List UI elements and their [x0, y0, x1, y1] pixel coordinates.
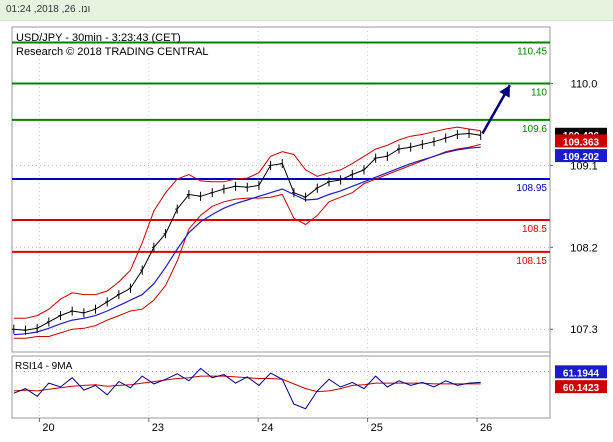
bollinger-lower-line: [13, 143, 481, 339]
bollinger-upper-line: [13, 126, 481, 319]
level-label: 109.6: [522, 124, 547, 135]
level-layer: 110.45 110 109.6 108.95 108.5 108.15: [12, 41, 550, 267]
price-y-tick-label: 110.0: [571, 78, 598, 90]
price-badge: [555, 149, 607, 163]
rsi-badge: [555, 365, 607, 379]
rsi-line: [13, 367, 481, 410]
level-label: 108.5: [522, 224, 547, 235]
price-badge-label: 109.363: [563, 137, 600, 148]
chart-subtitle: Research © 2018 TRADING CENTRAL: [16, 46, 209, 58]
x-tick-label: 23: [152, 422, 164, 434]
moving-average-line: [13, 146, 481, 336]
date-time-text: ונו. 26, 2018, 01:24: [6, 4, 91, 15]
level-label: 108.95: [516, 183, 547, 194]
price-y-tick-label: 107.3: [570, 324, 598, 336]
rsi-panel-frame: [11, 355, 551, 419]
price-line: [13, 132, 481, 331]
price-y-tick-label: 108.2: [570, 242, 598, 254]
level-label: 110.45: [517, 46, 547, 57]
date-header: ונו. 26, 2018, 01:24: [0, 0, 613, 21]
price-badge: [555, 134, 607, 148]
rsi-badge: [555, 380, 607, 394]
price-badge-label: 109.202: [563, 152, 600, 163]
rsi-layer: [13, 367, 481, 410]
x-tick-label: 20: [42, 422, 54, 434]
indicator-layer: [13, 126, 481, 339]
target-arrow-head: [499, 85, 510, 98]
rsi-title: RSI14 - 9MA: [15, 361, 73, 372]
chart-title: USD/JPY - 30min - 3:23:43 (CET): [16, 32, 181, 44]
rsi-badge-label: 60.1423: [563, 383, 600, 394]
level-label: 110: [531, 87, 547, 98]
x-tick-label: 24: [261, 422, 273, 434]
x-tick-label: 26: [480, 422, 492, 434]
price-y-tick-label: 109.1: [570, 160, 598, 172]
level-label: 108.15: [516, 256, 547, 267]
rsi-badge-label: 61.1944: [563, 368, 600, 379]
rsi-ma-line: [13, 375, 481, 393]
price-layer: [11, 84, 511, 335]
x-tick-label: 25: [371, 422, 383, 434]
